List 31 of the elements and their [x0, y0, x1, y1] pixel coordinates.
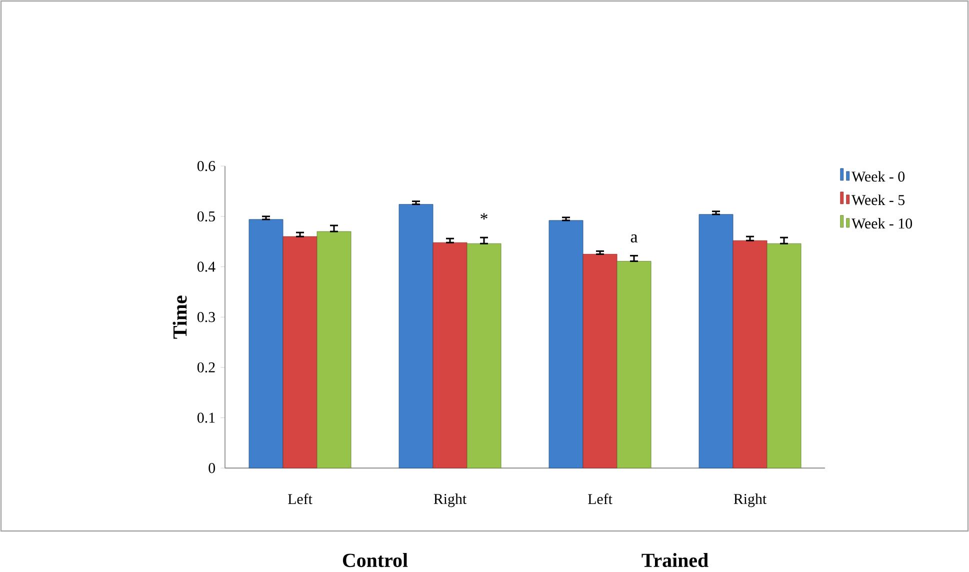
y-tick-label: 0.5: [197, 211, 215, 222]
bar: [548, 220, 584, 468]
text: Trained: [642, 553, 708, 568]
y-tick-label: 0.6: [197, 160, 216, 172]
bar: [616, 260, 652, 468]
x-tick-label: Right: [434, 493, 467, 508]
y-tick-label: 0.2: [197, 362, 215, 372]
annotation: a: [630, 234, 638, 242]
y-tick-label: 0.3: [197, 312, 215, 322]
bar: [766, 243, 802, 468]
bar: [248, 219, 284, 468]
legend-label: Week - 10: [852, 218, 912, 229]
y-tick-label: 0.4: [197, 262, 216, 272]
bar: [698, 214, 734, 468]
text: Control: [342, 553, 408, 568]
bar: [282, 236, 318, 468]
legend-label: Week - 5: [852, 194, 905, 206]
y-axis-title: Time: [172, 296, 187, 339]
x-tick-label: Right: [734, 493, 767, 508]
y-tick-label: 0.1: [197, 412, 215, 423]
bar: [432, 242, 468, 468]
bar: [732, 240, 768, 468]
x-tick-label: Left: [288, 493, 312, 504]
y-tick-label: 0: [208, 463, 216, 474]
annotation: *: [480, 213, 488, 220]
bar: [582, 254, 618, 468]
bar: [398, 204, 434, 468]
bar: [466, 243, 502, 468]
x-tick-label: Left: [588, 493, 612, 504]
bar: [316, 231, 352, 468]
legend-label: Week - 0: [852, 171, 905, 182]
